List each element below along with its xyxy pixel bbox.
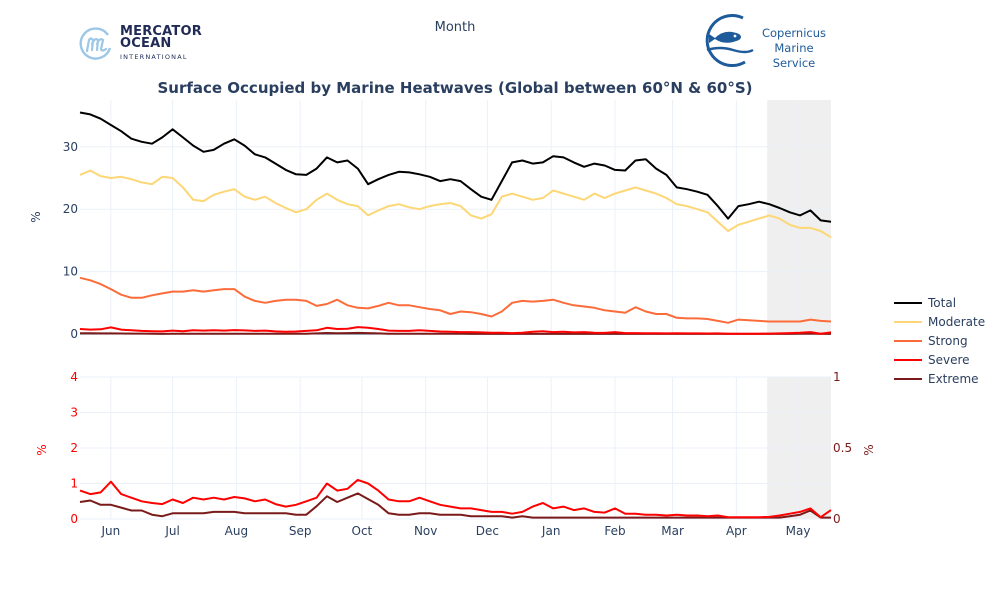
logo-copernicus-line2: Marine Service — [772, 41, 816, 70]
legend[interactable]: Total Moderate Strong Severe Extreme — [894, 296, 985, 386]
x-tick-label: Feb — [604, 524, 625, 538]
bottom-left-y-tick-labels: 0 1 2 3 4 — [70, 370, 78, 526]
mercator-emblem-icon — [79, 27, 112, 60]
x-tick-label: Jul — [164, 524, 179, 538]
bottom-right-y-tick-label: 1 — [833, 370, 841, 384]
top-y-axis-label: % — [29, 211, 43, 222]
logo-mercator-line3: INTERNATIONAL — [120, 53, 188, 61]
logo-mercator-line2: OCEAN — [120, 36, 172, 51]
legend-item-total[interactable]: Total — [894, 296, 956, 310]
series-line-bottom-severe — [79, 478, 832, 519]
legend-item-strong[interactable]: Strong — [894, 334, 968, 348]
top-series-lines — [79, 111, 832, 335]
top-y-tick-label: 30 — [63, 140, 78, 154]
legend-item-extreme[interactable]: Extreme — [894, 372, 979, 386]
x-tick-label: Nov — [414, 524, 437, 538]
fish-emblem-icon — [705, 14, 754, 68]
logo-copernicus-line1: Copernicus — [761, 26, 827, 40]
x-tick-label: Oct — [352, 524, 373, 538]
x-tick-label: Jan — [541, 524, 561, 538]
legend-label: Total — [927, 296, 956, 310]
copernicus-marine-logo: Copernicus Marine Service — [695, 12, 835, 70]
bottom-left-y-tick-label: 2 — [70, 441, 78, 455]
bottom-left-y-tick-label: 4 — [70, 370, 78, 384]
bottom-left-y-tick-label: 0 — [70, 512, 78, 526]
logo-mercator-line1: MERCATOR — [120, 24, 202, 39]
bottom-left-y-axis-label: % — [35, 444, 49, 455]
legend-label: Strong — [928, 334, 968, 348]
x-tick-label: Aug — [225, 524, 248, 538]
forecast-shaded-region-top — [767, 100, 831, 334]
bottom-left-y-tick-label: 3 — [70, 406, 78, 420]
top-y-tick-label: 20 — [63, 202, 78, 216]
top-gridlines — [80, 100, 831, 335]
x-tick-label: Sep — [289, 524, 312, 538]
mercator-ocean-logo: MERCATOR OCEAN INTERNATIONAL — [78, 24, 208, 66]
series-line-top-total — [79, 111, 832, 223]
top-y-tick-label: 0 — [70, 327, 78, 341]
top-panel: 0 10 20 30 % — [29, 100, 832, 341]
x-tick-label: Apr — [726, 524, 747, 538]
x-tick-labels: Jun Jul Aug Sep Oct Nov Dec Jan Feb Mar Apr May — [100, 524, 810, 538]
series-line-top-strong — [79, 276, 832, 324]
bottom-right-y-tick-label: 0.5 — [833, 441, 852, 455]
top-axis-label: Month — [434, 20, 476, 35]
x-tick-label: May — [786, 524, 811, 538]
x-tick-label: Mar — [661, 524, 684, 538]
top-y-tick-labels: 0 10 20 30 — [63, 140, 78, 341]
chart-title: Surface Occupied by Marine Heatwaves (Gl… — [157, 79, 752, 97]
legend-label: Moderate — [928, 315, 985, 329]
top-y-tick-label: 10 — [63, 265, 78, 279]
series-line-bottom-extreme — [79, 492, 831, 519]
legend-label: Extreme — [928, 372, 979, 386]
bottom-right-y-tick-label: 0 — [833, 512, 841, 526]
legend-label: Severe — [928, 353, 970, 367]
series-line-top-moderate — [79, 169, 832, 239]
bottom-right-y-tick-labels: 00.51 — [833, 370, 852, 526]
bottom-series-lines — [79, 478, 832, 519]
x-tick-label: Dec — [476, 524, 499, 538]
bottom-gridlines — [80, 376, 831, 520]
bottom-left-y-tick-label: 1 — [70, 477, 78, 491]
legend-item-severe[interactable]: Severe — [894, 353, 970, 367]
bottom-right-y-axis-label: % — [862, 444, 876, 455]
series-line-top-severe — [79, 326, 832, 335]
legend-item-moderate[interactable]: Moderate — [894, 315, 985, 329]
x-tick-label: Jun — [100, 524, 120, 538]
